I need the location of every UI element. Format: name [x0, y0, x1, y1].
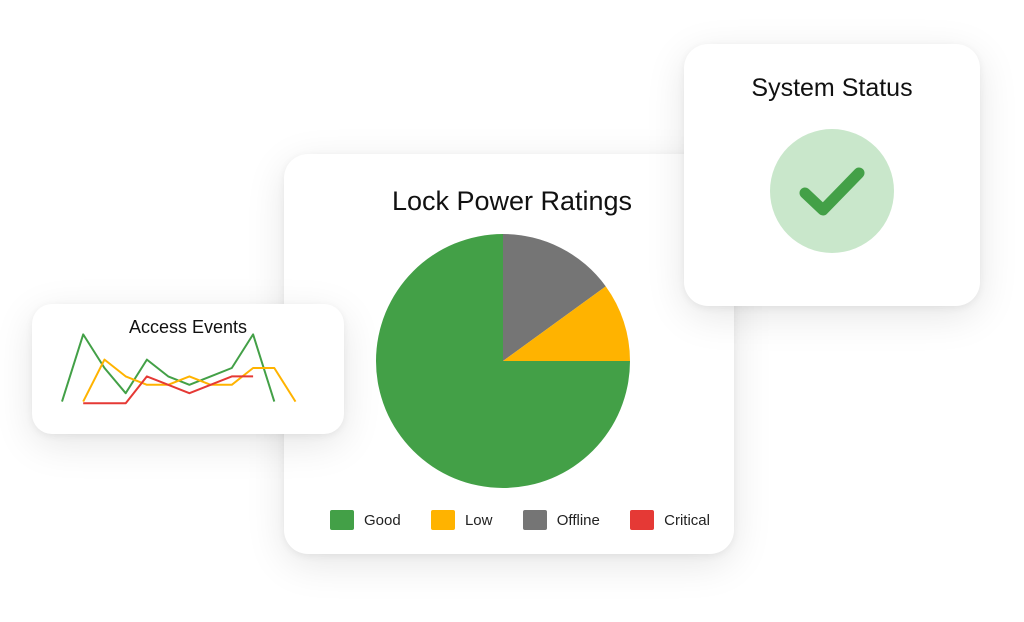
status-indicator — [770, 129, 894, 253]
legend-item-offline: Offline — [522, 510, 600, 530]
legend-label-good: Good — [364, 511, 401, 529]
system-status-card: System Status — [684, 44, 980, 306]
access-events-title: Access Events — [128, 317, 248, 337]
legend-label-low: Low — [464, 511, 493, 529]
checkmark-icon — [799, 167, 865, 216]
pie-legend: Good Low Offline Critical — [330, 510, 710, 530]
events-series-line-2 — [83, 375, 254, 405]
legend-item-low: Low — [430, 510, 493, 530]
lock-power-pie-chart — [376, 234, 630, 488]
legend-item-critical: Critical — [630, 510, 710, 530]
legend-swatch-low — [430, 510, 455, 530]
events-series-line-0 — [61, 333, 276, 402]
legend-swatch-good — [330, 510, 354, 530]
pie-slice-low — [503, 286, 630, 361]
legend-label-offline: Offline — [556, 511, 600, 529]
pie-slice-good — [376, 234, 630, 488]
legend-label-critical: Critical — [664, 511, 710, 529]
access-events-card: Access Events — [32, 304, 344, 434]
legend-swatch-offline — [522, 510, 547, 530]
pie-slice-offline — [503, 234, 606, 361]
legend-swatch-critical — [630, 510, 655, 530]
legend-item-good: Good — [330, 510, 401, 530]
access-events-line-chart — [61, 333, 297, 405]
system-status-title: System Status — [751, 74, 913, 102]
events-series-line-1 — [82, 358, 297, 403]
